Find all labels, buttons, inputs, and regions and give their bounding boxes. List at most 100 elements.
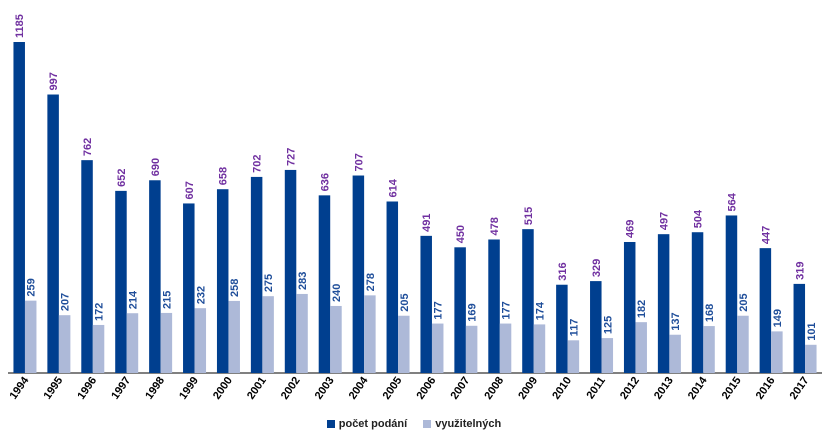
data-label-series-2-2001: 275 <box>263 274 275 292</box>
x-tick-label-1998: 1998 <box>143 375 167 402</box>
x-tick-label-2007: 2007 <box>448 375 472 402</box>
data-label-series-2-2014: 168 <box>704 304 716 322</box>
bar-series-2-1995 <box>58 315 71 373</box>
data-label-series-1-2008: 478 <box>489 217 501 235</box>
x-tick-label-2014: 2014 <box>686 374 710 402</box>
bar-series-2-2004 <box>364 295 376 373</box>
bar-series-2-2009 <box>533 324 546 373</box>
x-tick-label-2003: 2003 <box>313 375 337 402</box>
x-tick-label-1995: 1995 <box>41 375 65 402</box>
data-label-series-1-2015: 564 <box>726 192 738 211</box>
data-label-series-2-2012: 182 <box>636 300 648 318</box>
data-label-series-1-1997: 652 <box>116 169 128 187</box>
data-label-series-1-2002: 727 <box>286 148 298 166</box>
bar-series-1-1998 <box>149 180 161 373</box>
data-label-series-1-2003: 636 <box>319 173 331 191</box>
bar-series-2-2012 <box>635 322 647 373</box>
data-label-series-2-2009: 174 <box>534 301 546 320</box>
x-tick-label-2015: 2015 <box>720 375 744 402</box>
bar-series-1-2009 <box>522 229 534 373</box>
data-label-series-1-1995: 997 <box>48 72 60 90</box>
data-label-series-1-2016: 447 <box>760 226 772 244</box>
data-label-series-2-2010: 117 <box>568 319 580 337</box>
x-tick-label-2001: 2001 <box>245 375 269 402</box>
data-label-series-2-2007: 169 <box>467 303 479 321</box>
x-tick-label-2000: 2000 <box>211 375 235 402</box>
x-tick-label-2012: 2012 <box>618 375 642 402</box>
bar-series-1-2002 <box>284 169 297 373</box>
x-tick-label-2017: 2017 <box>788 375 812 402</box>
x-tick-label-2006: 2006 <box>415 375 439 402</box>
x-tick-label-1997: 1997 <box>109 375 133 402</box>
bar-series-1-1996 <box>81 160 93 373</box>
x-tick-label-2013: 2013 <box>652 375 676 402</box>
bar-series-1-1997 <box>115 190 127 373</box>
data-label-series-1-2001: 702 <box>252 155 264 173</box>
data-label-series-2-2008: 177 <box>501 301 513 319</box>
bar-series-2-2014 <box>703 326 715 373</box>
data-label-series-2-2011: 125 <box>602 316 614 334</box>
legend: počet podání využitelných <box>0 418 828 430</box>
legend-swatch-series-2 <box>423 420 432 428</box>
bar-series-2-2003 <box>330 305 342 373</box>
data-label-series-1-1996: 762 <box>82 138 94 156</box>
bar-series-2-2010 <box>567 340 580 373</box>
legend-item-series-2: využitelných <box>423 418 501 430</box>
x-tick-label-2002: 2002 <box>279 375 303 402</box>
bar-series-1-2008 <box>488 239 500 373</box>
data-label-series-2-2005: 205 <box>399 293 411 311</box>
data-label-series-2-1994: 259 <box>26 278 38 296</box>
data-label-series-1-1998: 690 <box>150 158 162 176</box>
x-tick-label-1996: 1996 <box>75 375 99 402</box>
x-tick-label-2010: 2010 <box>550 375 574 402</box>
data-label-series-1-1999: 607 <box>184 181 196 199</box>
bar-series-1-2011 <box>590 281 602 373</box>
bar-series-2-1997 <box>126 313 139 373</box>
bar-series-2-2011 <box>601 338 614 373</box>
bar-series-1-2005 <box>386 201 399 373</box>
bar-series-2-2005 <box>398 315 410 373</box>
data-label-series-2-1996: 172 <box>94 303 106 321</box>
x-tick-label-2008: 2008 <box>482 375 506 402</box>
legend-label-series-2: využitelných <box>435 418 502 430</box>
bar-series-1-2001 <box>250 176 263 373</box>
bar-series-1-2003 <box>318 195 331 373</box>
bar-series-2-2000 <box>228 300 240 373</box>
data-label-series-1-2012: 469 <box>625 220 637 238</box>
data-label-series-2-2017: 101 <box>806 322 818 340</box>
bar-series-1-1995 <box>47 94 59 374</box>
legend-item-series-1: počet podání <box>326 418 408 430</box>
data-label-series-1-2009: 515 <box>523 207 535 225</box>
data-label-series-2-2013: 137 <box>670 312 682 330</box>
data-label-series-2-2016: 149 <box>772 309 784 327</box>
bar-series-2-2017 <box>805 344 817 373</box>
data-label-series-1-2011: 329 <box>591 259 603 277</box>
bar-series-2-1994 <box>24 300 37 373</box>
bar-series-1-2016 <box>759 248 772 373</box>
data-label-series-2-2003: 240 <box>331 284 343 302</box>
data-label-series-2-1998: 215 <box>161 291 173 309</box>
data-label-series-1-2006: 491 <box>421 213 433 231</box>
bar-series-2-2016 <box>771 331 783 373</box>
bar-series-1-2014 <box>691 232 704 373</box>
bar-series-2-2007 <box>465 325 478 373</box>
bar-series-1-1994 <box>13 42 25 373</box>
bar-series-2-2008 <box>499 323 512 373</box>
data-label-series-2-2015: 205 <box>738 293 750 311</box>
bar-series-1-1999 <box>183 203 195 373</box>
legend-label-series-1: počet podání <box>338 418 408 430</box>
x-tick-label-1999: 1999 <box>177 375 201 402</box>
data-label-series-1-1994: 1185 <box>14 14 26 38</box>
x-tick-label-2005: 2005 <box>381 375 405 402</box>
bar-series-1-2010 <box>556 284 568 373</box>
bar-series-2-1998 <box>160 312 173 373</box>
bar-series-1-2012 <box>623 241 636 373</box>
bar-series-1-2000 <box>216 189 229 373</box>
bar-series-1-2013 <box>657 234 670 373</box>
bar-series-1-2007 <box>454 247 466 373</box>
data-label-series-1-2007: 450 <box>455 225 467 243</box>
data-label-series-2-2000: 258 <box>229 279 241 297</box>
bar-series-2-2001 <box>262 296 274 373</box>
data-label-series-2-2004: 278 <box>365 273 377 291</box>
bar-series-2-2006 <box>431 323 444 373</box>
